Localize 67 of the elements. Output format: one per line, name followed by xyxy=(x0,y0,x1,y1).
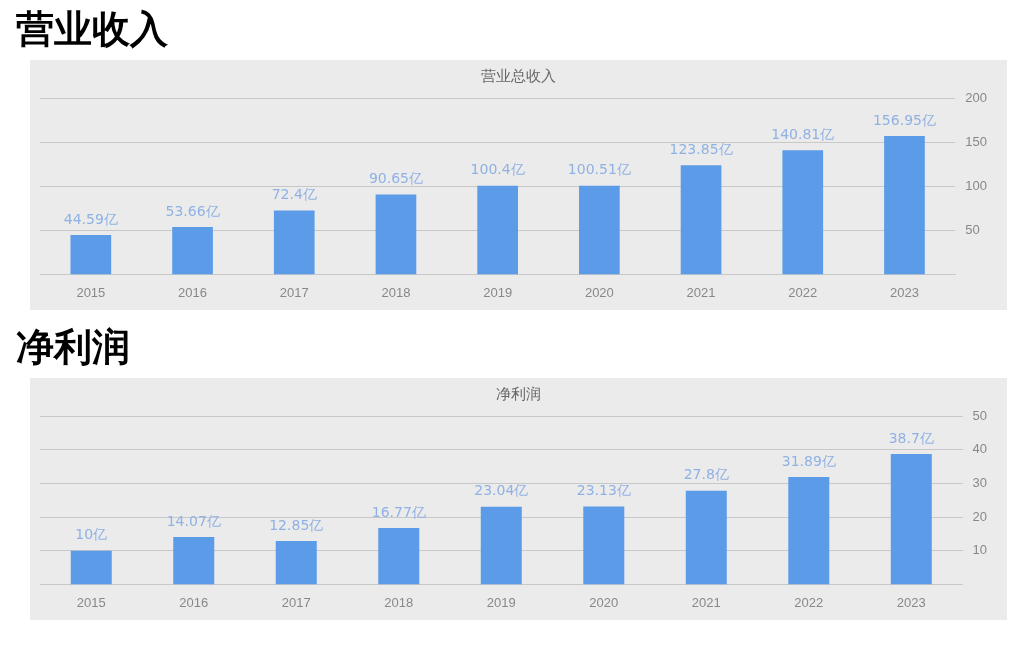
x-tick-label: 2018 xyxy=(384,594,414,610)
y-tick-label: 10 xyxy=(972,542,988,558)
x-tick-label: 2023 xyxy=(890,284,919,300)
chart-title: 净利润 xyxy=(16,324,131,371)
x-tick-label: 2015 xyxy=(76,284,106,300)
bar xyxy=(480,506,522,585)
data-label: 23.13亿 xyxy=(576,482,631,499)
x-tick-label: 2017 xyxy=(281,594,311,610)
bar xyxy=(890,454,932,585)
x-tick-label: 2018 xyxy=(381,284,411,300)
x-tick-label: 2017 xyxy=(279,284,309,300)
x-tick-label: 2016 xyxy=(178,284,208,300)
data-label: 44.59亿 xyxy=(63,210,118,227)
y-tick-label: 200 xyxy=(965,89,988,105)
x-tick-label: 2021 xyxy=(686,284,716,300)
x-tick-label: 2019 xyxy=(486,594,516,610)
data-label: 90.65亿 xyxy=(368,170,423,187)
chart-title: 营业收入 xyxy=(16,6,169,53)
data-label: 156.95亿 xyxy=(872,111,936,128)
y-tick-label: 100 xyxy=(965,177,988,193)
y-tick-label: 150 xyxy=(965,133,988,149)
data-label: 12.85亿 xyxy=(269,516,324,533)
bar xyxy=(579,185,620,275)
x-tick-label: 2016 xyxy=(179,594,209,610)
x-tick-label: 2023 xyxy=(896,594,926,610)
bar xyxy=(884,135,925,275)
x-tick-label: 2015 xyxy=(76,594,106,610)
y-tick-label: 20 xyxy=(972,508,988,524)
x-tick-label: 2022 xyxy=(788,284,818,300)
x-tick-label: 2022 xyxy=(794,594,824,610)
data-label: 14.07亿 xyxy=(166,512,221,529)
x-tick-label: 2020 xyxy=(584,284,614,300)
bar xyxy=(378,527,420,585)
y-tick-label: 50 xyxy=(965,221,980,237)
y-tick-label: 30 xyxy=(972,474,988,490)
data-label: 10亿 xyxy=(75,526,108,543)
data-label: 72.4亿 xyxy=(271,186,317,203)
data-label: 38.7亿 xyxy=(888,429,934,446)
bar xyxy=(172,227,213,275)
bar xyxy=(70,550,112,585)
bar xyxy=(685,490,727,585)
bar xyxy=(273,210,315,275)
bar xyxy=(477,185,518,275)
data-label: 100.4亿 xyxy=(470,161,525,178)
bar xyxy=(680,165,722,275)
data-label: 53.66亿 xyxy=(165,202,220,219)
chart-subtitle: 营业总收入 xyxy=(481,66,556,85)
y-tick-label: 50 xyxy=(972,407,988,423)
y-tick-label: 40 xyxy=(972,441,988,457)
data-label: 16.77亿 xyxy=(371,503,426,520)
bar xyxy=(375,194,417,275)
bar xyxy=(173,537,215,585)
x-tick-label: 2019 xyxy=(483,284,513,300)
bar xyxy=(788,476,830,585)
bar xyxy=(782,150,824,275)
x-tick-label: 2020 xyxy=(589,594,619,610)
data-label: 31.89亿 xyxy=(781,452,836,469)
data-label: 100.51亿 xyxy=(567,161,631,178)
bar xyxy=(275,541,317,585)
chart-subtitle: 净利润 xyxy=(496,384,541,403)
data-label: 27.8亿 xyxy=(683,466,729,483)
bar xyxy=(70,235,112,275)
data-label: 140.81亿 xyxy=(771,125,835,142)
bar xyxy=(583,506,625,585)
data-label: 123.85亿 xyxy=(669,140,733,157)
data-label: 23.04亿 xyxy=(474,482,529,499)
x-tick-label: 2021 xyxy=(691,594,721,610)
